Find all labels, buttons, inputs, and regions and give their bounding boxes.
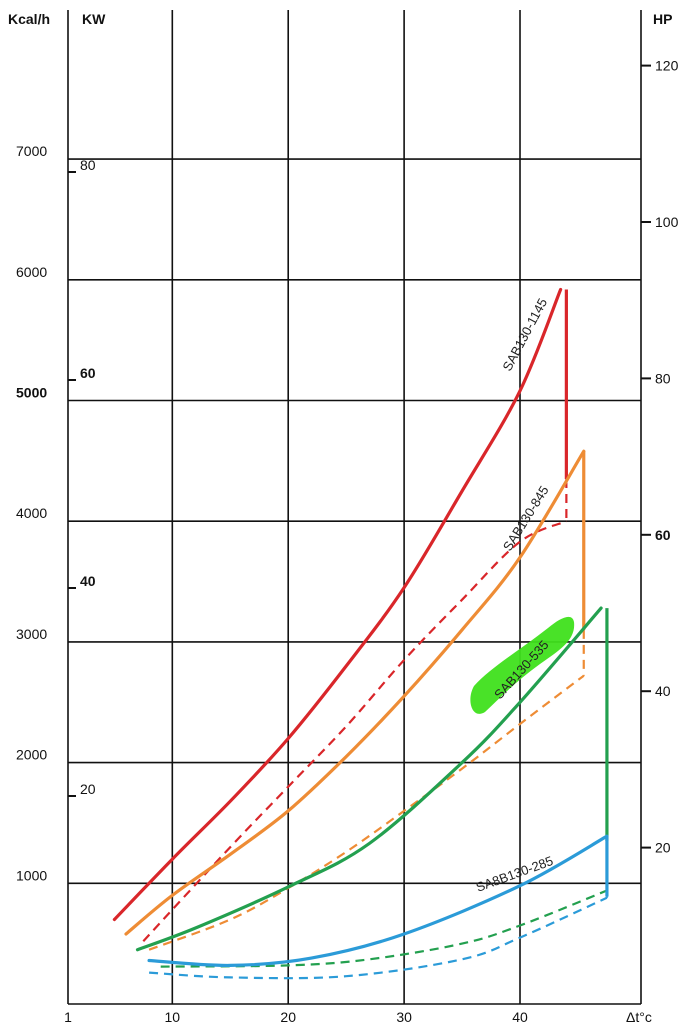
series-labels: SAB130-1145SAB130-845SAB130-535SA8B130-2… [474,296,555,895]
series-4 [147,834,609,980]
y-tick-label-hp: 20 [655,840,671,856]
y-tick-label-kcal: 2000 [16,747,47,763]
series-line-dashed [160,889,608,968]
series-1 [112,287,568,942]
y-tick-label-kw: 20 [80,781,96,797]
x-tick-label: 10 [165,1009,181,1025]
y-tick-label-kcal: 3000 [16,626,47,642]
grid [68,10,641,1004]
y-tick-label-hp: 120 [655,58,679,74]
y-tick-label-kcal: 6000 [16,264,47,280]
series-line-solid [147,834,609,968]
y-tick-label-kw: 80 [80,157,96,173]
y-tick-label-kw: 40 [80,573,96,589]
series-line-solid [135,606,603,952]
series-line-dashed [149,896,608,980]
highlight-marker [470,616,575,714]
x-tick-label: 1 [64,1009,72,1025]
y-tick-label-hp: 100 [655,214,679,230]
y-tick-label-hp: 60 [655,527,671,543]
series-2 [124,449,586,951]
y-tick-label-kcal: 7000 [16,143,47,159]
y-tick-label-kcal: 5000 [16,385,47,401]
series-line-dashed [148,674,585,951]
y-axis-title-kcal: Kcal/h [8,11,50,27]
axis-left-kcal: 1000 2000 3000 4000 5000 6000 7000 [16,143,47,883]
y-tick-label-kw: 60 [80,365,96,381]
plot-frame [67,10,642,1005]
y-axis-title-kw: KW [82,11,106,27]
highlight-layer [470,616,575,714]
x-tick-label: 20 [280,1009,296,1025]
x-tick-label: 30 [396,1009,412,1025]
axis-x: 1 10 20 30 40 [64,1009,528,1025]
axis-right-hp: 20 40 60 80 100 120 [641,58,679,856]
x-tick-label: 40 [512,1009,528,1025]
y-tick-label-hp: 40 [655,683,671,699]
series-line-solid [124,449,586,936]
y-tick-label-hp: 80 [655,370,671,386]
series-layer [112,287,609,980]
series-line-dashed [142,520,567,942]
x-axis-title: Δt°c [626,1009,652,1025]
axis-kw: 20 40 60 80 [68,157,96,797]
y-tick-label-kcal: 4000 [16,505,47,521]
series-line-solid [112,287,563,922]
y-axis-title-hp: HP [653,11,672,27]
y-tick-label-kcal: 1000 [16,867,47,883]
